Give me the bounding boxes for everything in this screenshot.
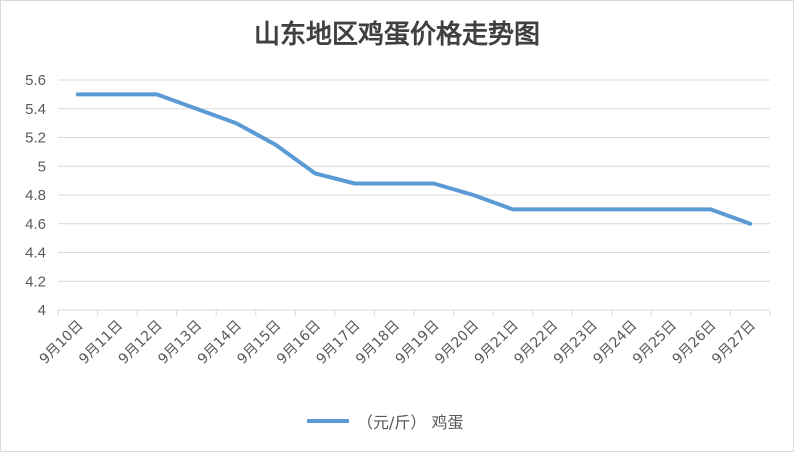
x-axis: 9月10日9月11日9月12日9月13日9月14日9月15日9月16日9月17日… [37, 310, 771, 368]
gridlines [58, 79, 770, 311]
y-tick-label: 4.8 [25, 187, 46, 204]
y-tick-label: 4.4 [25, 245, 46, 262]
legend: （元/斤） 鸡蛋 [307, 410, 463, 432]
series-line [75, 92, 753, 226]
y-tick-label: 5.6 [25, 72, 46, 89]
y-axis-ticks: 4 4.2 4.4 4.6 4.8 5 5.2 5.4 5.6 [25, 72, 46, 319]
y-tick-label: 4.6 [25, 216, 46, 233]
x-tick-label: 9月27日 [709, 318, 759, 368]
y-tick-label: 4.2 [25, 273, 46, 290]
y-tick-label: 5.2 [25, 130, 46, 147]
series-layer [75, 92, 753, 226]
y-tick-label: 5.4 [25, 101, 46, 118]
legend-swatch [307, 419, 349, 423]
legend-label: （元/斤） 鸡蛋 [357, 413, 464, 432]
chart-title: 山东地区鸡蛋价格走势图 [253, 20, 540, 50]
y-tick-label: 5 [38, 158, 46, 175]
y-tick-label: 4 [38, 302, 46, 319]
